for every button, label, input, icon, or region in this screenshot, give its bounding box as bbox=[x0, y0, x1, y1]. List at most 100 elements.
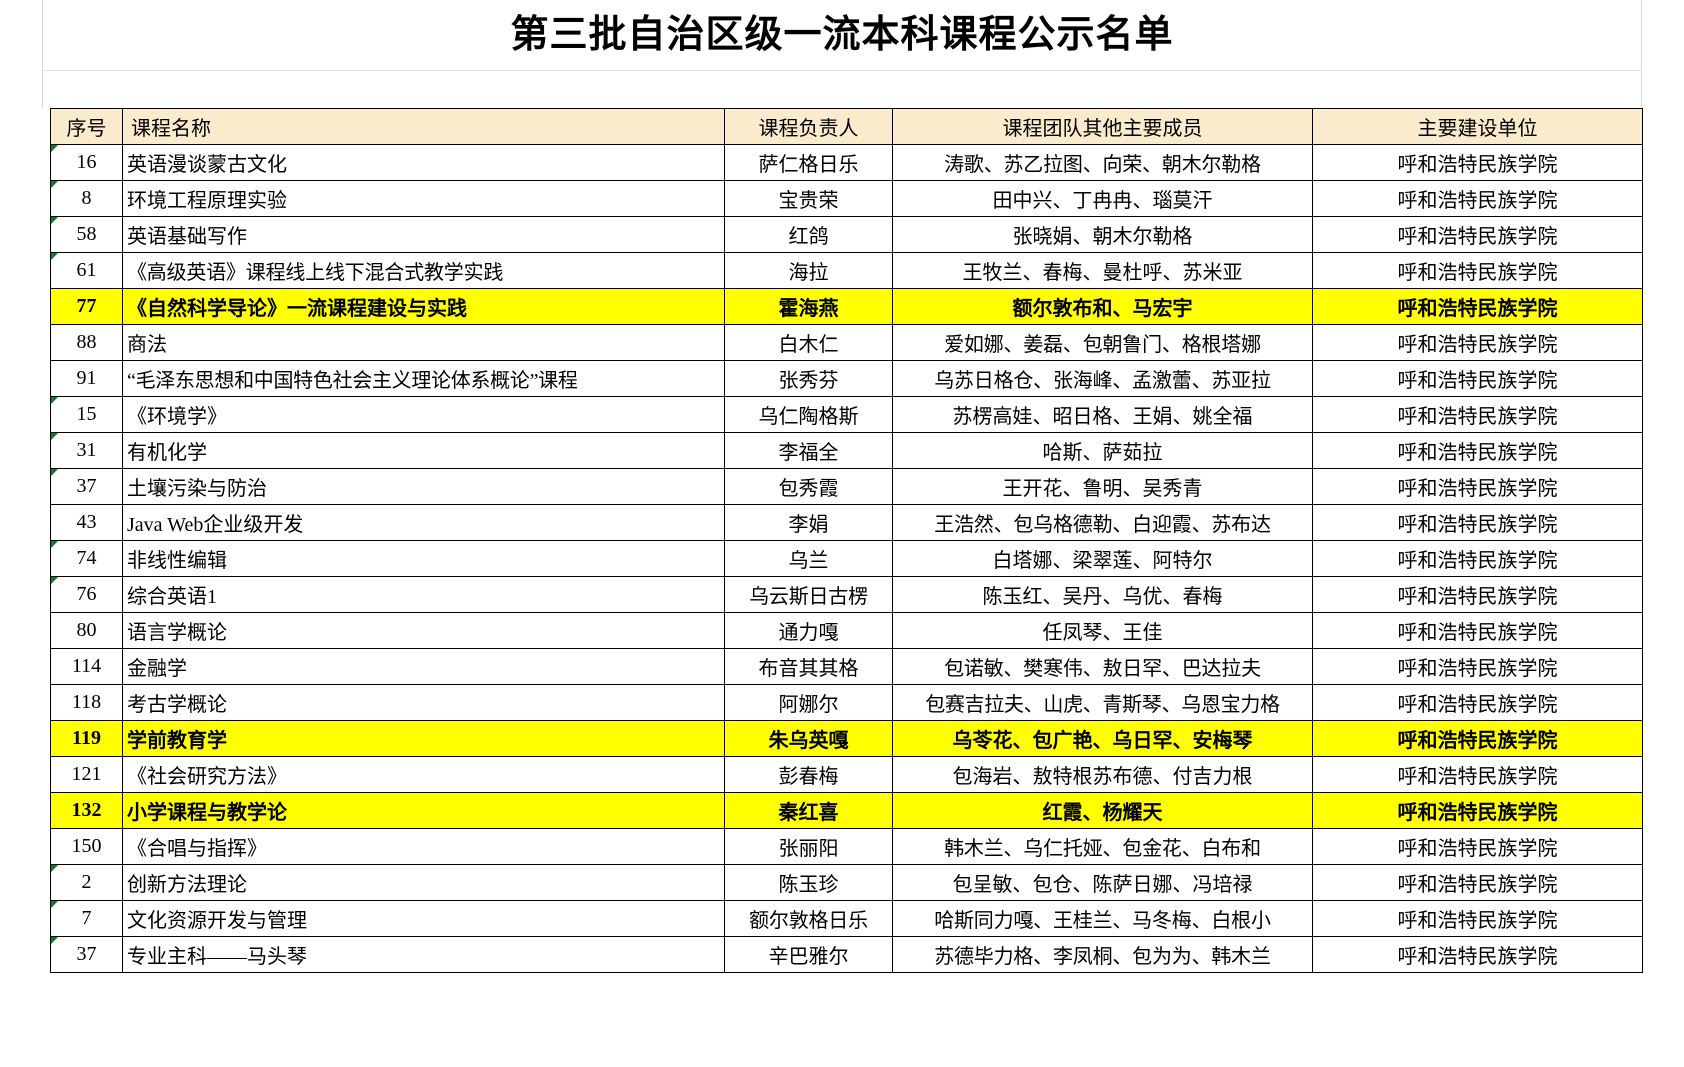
cell-build-unit[interactable]: 呼和浩特民族学院 bbox=[1312, 684, 1643, 721]
cell-build-unit[interactable]: 呼和浩特民族学院 bbox=[1312, 540, 1643, 577]
cell-course-name[interactable]: 《合唱与指挥》 bbox=[122, 828, 725, 865]
cell-build-unit[interactable]: 呼和浩特民族学院 bbox=[1312, 252, 1643, 289]
cell-team-members[interactable]: 乌苓花、包广艳、乌日罕、安梅琴 bbox=[892, 720, 1313, 757]
cell-build-unit[interactable]: 呼和浩特民族学院 bbox=[1312, 288, 1643, 325]
cell-build-unit[interactable]: 呼和浩特民族学院 bbox=[1312, 720, 1643, 757]
cell-seq[interactable]: 37 bbox=[50, 468, 123, 505]
cell-build-unit[interactable]: 呼和浩特民族学院 bbox=[1312, 360, 1643, 397]
table-row[interactable]: 132 小学课程与教学论 秦红喜 红霞、杨耀天 呼和浩特民族学院 bbox=[50, 792, 1643, 829]
cell-team-members[interactable]: 哈斯同力嘎、王桂兰、马冬梅、白根小 bbox=[892, 900, 1313, 937]
cell-seq[interactable]: 119 bbox=[50, 720, 123, 757]
cell-build-unit[interactable]: 呼和浩特民族学院 bbox=[1312, 216, 1643, 253]
cell-build-unit[interactable]: 呼和浩特民族学院 bbox=[1312, 468, 1643, 505]
cell-course-leader[interactable]: 包秀霞 bbox=[724, 468, 893, 505]
cell-seq[interactable]: 150 bbox=[50, 828, 123, 865]
table-row[interactable]: 114 金融学 布音其其格 包诺敏、樊寒伟、敖日罕、巴达拉夫 呼和浩特民族学院 bbox=[50, 648, 1643, 685]
cell-team-members[interactable]: 乌苏日格仓、张海峰、孟激蕾、苏亚拉 bbox=[892, 360, 1313, 397]
table-row[interactable]: 7 文化资源开发与管理 额尔敦格日乐 哈斯同力嘎、王桂兰、马冬梅、白根小 呼和浩特民族学… bbox=[50, 900, 1643, 937]
cell-seq[interactable]: 76 bbox=[50, 576, 123, 613]
cell-course-name[interactable]: “毛泽东思想和中国特色社会主义理论体系概论”课程 bbox=[122, 360, 725, 397]
cell-team-members[interactable]: 田中兴、丁冉冉、瑙莫汗 bbox=[892, 180, 1313, 217]
table-row[interactable]: 88 商法 白木仁 爱如娜、姜磊、包朝鲁门、格根塔娜 呼和浩特民族学院 bbox=[50, 324, 1643, 361]
cell-team-members[interactable]: 爱如娜、姜磊、包朝鲁门、格根塔娜 bbox=[892, 324, 1313, 361]
cell-seq[interactable]: 37 bbox=[50, 936, 123, 973]
table-row[interactable]: 77 《自然科学导论》一流课程建设与实践 霍海燕 额尔敦布和、马宏宇 呼和浩特民族学院 bbox=[50, 288, 1643, 325]
table-row[interactable]: 43 Java Web企业级开发 李娟 王浩然、包乌格德勒、白迎霞、苏布达 呼和浩特民族… bbox=[50, 504, 1643, 541]
cell-build-unit[interactable]: 呼和浩特民族学院 bbox=[1312, 648, 1643, 685]
cell-team-members[interactable]: 包呈敏、包仓、陈萨日娜、冯培禄 bbox=[892, 864, 1313, 901]
cell-course-name[interactable]: 考古学概论 bbox=[122, 684, 725, 721]
cell-seq[interactable]: 118 bbox=[50, 684, 123, 721]
cell-build-unit[interactable]: 呼和浩特民族学院 bbox=[1312, 612, 1643, 649]
cell-course-leader[interactable]: 宝贵荣 bbox=[724, 180, 893, 217]
cell-seq[interactable]: 16 bbox=[50, 144, 123, 181]
table-row[interactable]: 76 综合英语1 乌云斯日古楞 陈玉红、吴丹、乌优、春梅 呼和浩特民族学院 bbox=[50, 576, 1643, 613]
cell-course-leader[interactable]: 霍海燕 bbox=[724, 288, 893, 325]
table-row[interactable]: 80 语言学概论 通力嘎 任凤琴、王佳 呼和浩特民族学院 bbox=[50, 612, 1643, 649]
cell-build-unit[interactable]: 呼和浩特民族学院 bbox=[1312, 576, 1643, 613]
table-row[interactable]: 31 有机化学 李福全 哈斯、萨茹拉 呼和浩特民族学院 bbox=[50, 432, 1643, 469]
cell-team-members[interactable]: 白塔娜、梁翠莲、阿特尔 bbox=[892, 540, 1313, 577]
cell-course-name[interactable]: 非线性编辑 bbox=[122, 540, 725, 577]
table-row[interactable]: 61 《高级英语》课程线上线下混合式教学实践 海拉 王牧兰、春梅、曼杜呼、苏米亚 呼和浩… bbox=[50, 252, 1643, 289]
cell-team-members[interactable]: 红霞、杨耀天 bbox=[892, 792, 1313, 829]
cell-course-name[interactable]: 英语漫谈蒙古文化 bbox=[122, 144, 725, 181]
cell-course-leader[interactable]: 彭春梅 bbox=[724, 756, 893, 793]
cell-team-members[interactable]: 包赛吉拉夫、山虎、青斯琴、乌恩宝力格 bbox=[892, 684, 1313, 721]
cell-seq[interactable]: 31 bbox=[50, 432, 123, 469]
cell-team-members[interactable]: 哈斯、萨茹拉 bbox=[892, 432, 1313, 469]
cell-course-name[interactable]: 语言学概论 bbox=[122, 612, 725, 649]
cell-course-name[interactable]: 文化资源开发与管理 bbox=[122, 900, 725, 937]
cell-course-leader[interactable]: 乌云斯日古楞 bbox=[724, 576, 893, 613]
cell-course-leader[interactable]: 李福全 bbox=[724, 432, 893, 469]
cell-course-leader[interactable]: 通力嘎 bbox=[724, 612, 893, 649]
cell-seq[interactable]: 91 bbox=[50, 360, 123, 397]
cell-course-name[interactable]: 学前教育学 bbox=[122, 720, 725, 757]
cell-seq[interactable]: 15 bbox=[50, 396, 123, 433]
table-row[interactable]: 37 土壤污染与防治 包秀霞 王开花、鲁明、吴秀青 呼和浩特民族学院 bbox=[50, 468, 1643, 505]
cell-course-name[interactable]: 有机化学 bbox=[122, 432, 725, 469]
cell-build-unit[interactable]: 呼和浩特民族学院 bbox=[1312, 144, 1643, 181]
cell-seq[interactable]: 7 bbox=[50, 900, 123, 937]
cell-course-leader[interactable]: 陈玉珍 bbox=[724, 864, 893, 901]
cell-course-name[interactable]: 土壤污染与防治 bbox=[122, 468, 725, 505]
cell-course-name[interactable]: 《高级英语》课程线上线下混合式教学实践 bbox=[122, 252, 725, 289]
cell-course-leader[interactable]: 张丽阳 bbox=[724, 828, 893, 865]
table-row[interactable]: 37 专业主科——马头琴 辛巴雅尔 苏德毕力格、李凤桐、包为为、韩木兰 呼和浩特民族学院 bbox=[50, 936, 1643, 973]
cell-seq[interactable]: 80 bbox=[50, 612, 123, 649]
cell-course-name[interactable]: 环境工程原理实验 bbox=[122, 180, 725, 217]
cell-build-unit[interactable]: 呼和浩特民族学院 bbox=[1312, 756, 1643, 793]
cell-team-members[interactable]: 任凤琴、王佳 bbox=[892, 612, 1313, 649]
cell-build-unit[interactable]: 呼和浩特民族学院 bbox=[1312, 324, 1643, 361]
cell-course-name[interactable]: 《环境学》 bbox=[122, 396, 725, 433]
cell-course-leader[interactable]: 红鸽 bbox=[724, 216, 893, 253]
cell-seq[interactable]: 74 bbox=[50, 540, 123, 577]
cell-team-members[interactable]: 张晓娟、朝木尔勒格 bbox=[892, 216, 1313, 253]
cell-build-unit[interactable]: 呼和浩特民族学院 bbox=[1312, 504, 1643, 541]
cell-course-name[interactable]: 《社会研究方法》 bbox=[122, 756, 725, 793]
table-row[interactable]: 15 《环境学》 乌仁陶格斯 苏楞高娃、昭日格、王娟、姚全福 呼和浩特民族学院 bbox=[50, 396, 1643, 433]
table-row[interactable]: 16 英语漫谈蒙古文化 萨仁格日乐 涛歌、苏乙拉图、向荣、朝木尔勒格 呼和浩特民族学院 bbox=[50, 144, 1643, 181]
cell-course-leader[interactable]: 布音其其格 bbox=[724, 648, 893, 685]
table-row[interactable]: 121 《社会研究方法》 彭春梅 包海岩、敖特根苏布德、付吉力根 呼和浩特民族学院 bbox=[50, 756, 1643, 793]
cell-build-unit[interactable]: 呼和浩特民族学院 bbox=[1312, 864, 1643, 901]
cell-course-name[interactable]: 小学课程与教学论 bbox=[122, 792, 725, 829]
cell-course-leader[interactable]: 乌仁陶格斯 bbox=[724, 396, 893, 433]
cell-team-members[interactable]: 涛歌、苏乙拉图、向荣、朝木尔勒格 bbox=[892, 144, 1313, 181]
cell-course-leader[interactable]: 朱乌英嘎 bbox=[724, 720, 893, 757]
cell-build-unit[interactable]: 呼和浩特民族学院 bbox=[1312, 936, 1643, 973]
cell-build-unit[interactable]: 呼和浩特民族学院 bbox=[1312, 792, 1643, 829]
cell-build-unit[interactable]: 呼和浩特民族学院 bbox=[1312, 180, 1643, 217]
cell-team-members[interactable]: 包诺敏、樊寒伟、敖日罕、巴达拉夫 bbox=[892, 648, 1313, 685]
table-row[interactable]: 119 学前教育学 朱乌英嘎 乌苓花、包广艳、乌日罕、安梅琴 呼和浩特民族学院 bbox=[50, 720, 1643, 757]
cell-team-members[interactable]: 韩木兰、乌仁托娅、包金花、白布和 bbox=[892, 828, 1313, 865]
cell-seq[interactable]: 58 bbox=[50, 216, 123, 253]
cell-team-members[interactable]: 王开花、鲁明、吴秀青 bbox=[892, 468, 1313, 505]
table-row[interactable]: 2 创新方法理论 陈玉珍 包呈敏、包仓、陈萨日娜、冯培禄 呼和浩特民族学院 bbox=[50, 864, 1643, 901]
cell-team-members[interactable]: 陈玉红、吴丹、乌优、春梅 bbox=[892, 576, 1313, 613]
cell-seq[interactable]: 114 bbox=[50, 648, 123, 685]
cell-course-name[interactable]: 《自然科学导论》一流课程建设与实践 bbox=[122, 288, 725, 325]
table-row[interactable]: 74 非线性编辑 乌兰 白塔娜、梁翠莲、阿特尔 呼和浩特民族学院 bbox=[50, 540, 1643, 577]
cell-course-leader[interactable]: 张秀芬 bbox=[724, 360, 893, 397]
cell-team-members[interactable]: 包海岩、敖特根苏布德、付吉力根 bbox=[892, 756, 1313, 793]
